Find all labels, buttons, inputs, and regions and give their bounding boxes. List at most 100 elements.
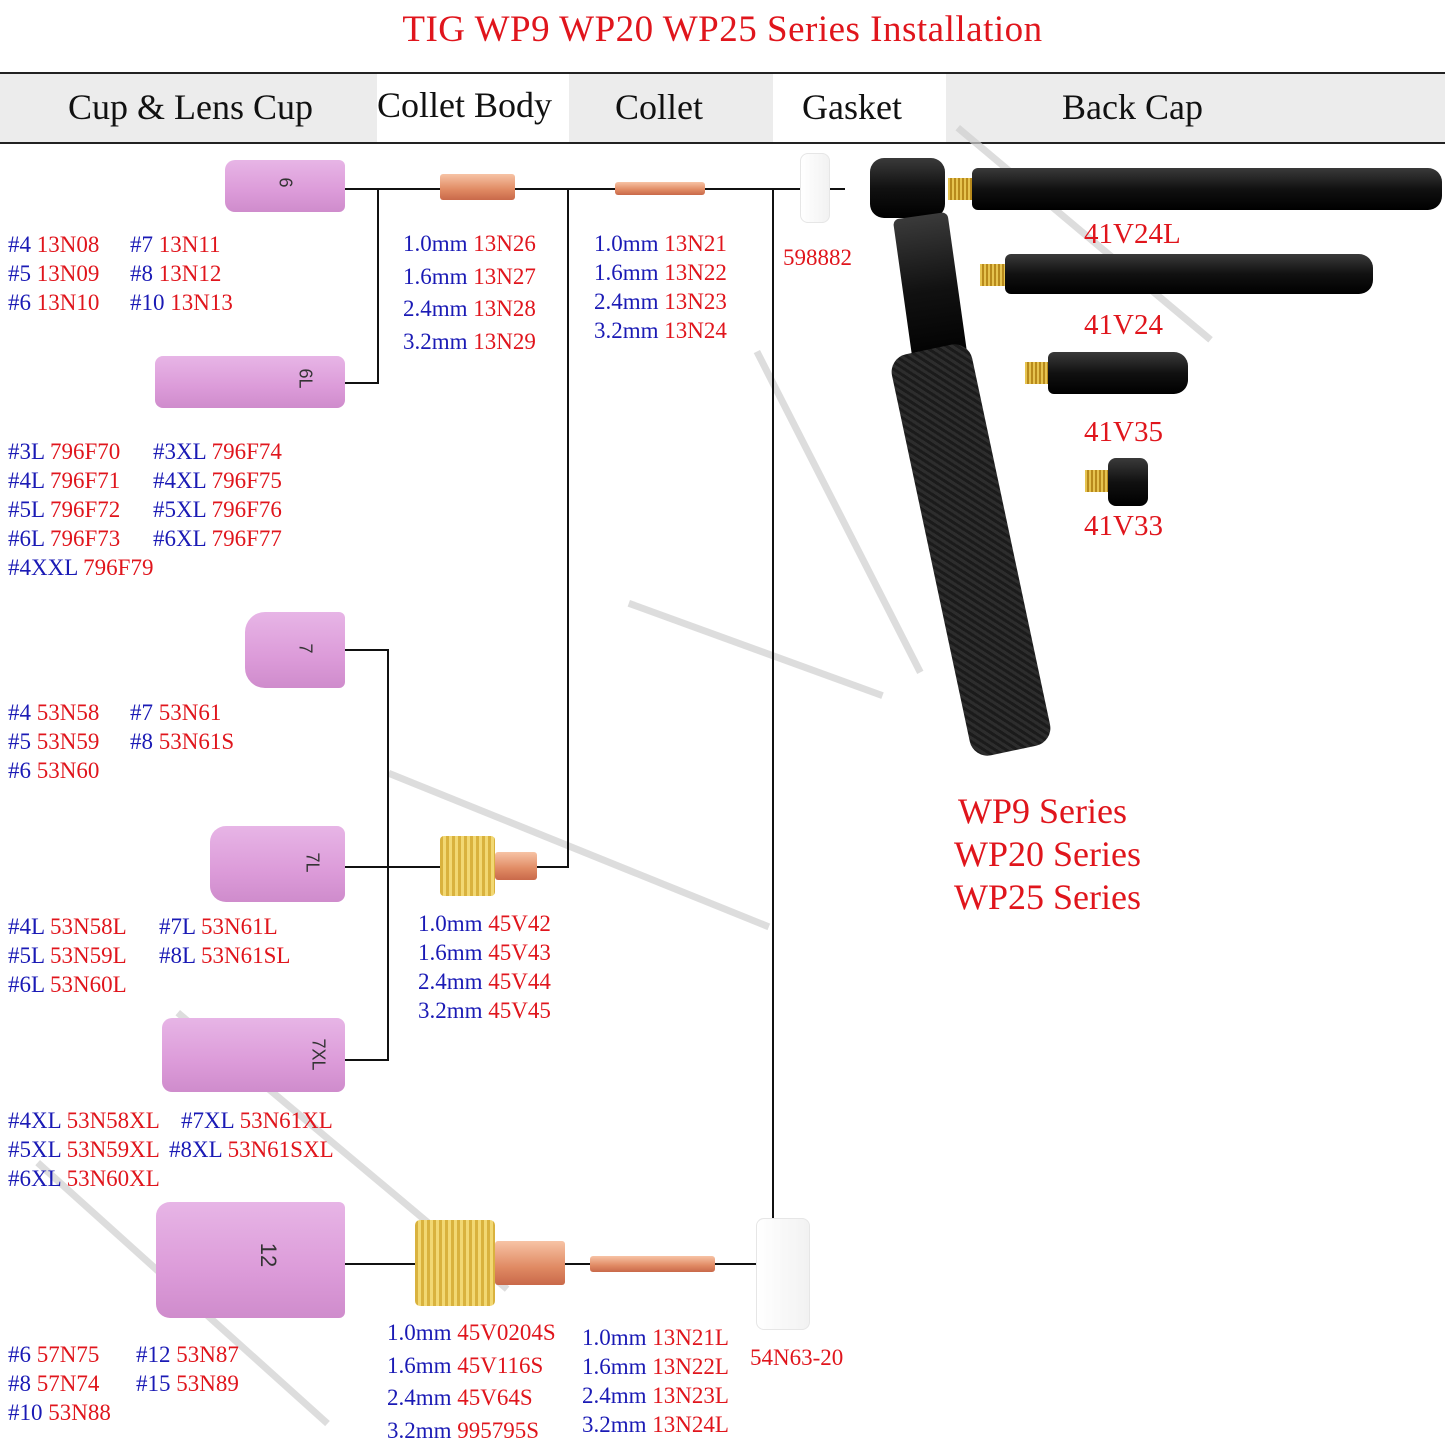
part-number-row: 1.0mm 13N21L [582,1323,729,1352]
size-label: 3.2mm [418,998,483,1023]
part-number: 13N12 [158,261,222,286]
part-number: 53N60 [36,758,100,783]
size-label: 1.6mm [403,263,468,289]
gasket-small-image [800,153,830,223]
header-collet-body: Collet Body [377,85,553,125]
part-number: 796F75 [211,468,282,493]
back-cap-thread [1025,362,1049,384]
size-label: 2.4mm [582,1383,647,1408]
part-number: 53N60L [49,972,127,997]
part-number-row: #12 53N87 [136,1340,239,1369]
gas-lens-image [440,836,495,896]
part-number: 13N09 [36,261,100,286]
part-number-row: #6XL 796F77 [153,524,282,553]
series-label: WP9 Series [958,791,1127,831]
part-number: 796F71 [49,468,121,493]
part-number-row: 3.2mm 13N29 [403,327,536,356]
size-label: #10 [8,1400,43,1425]
size-label: 2.4mm [594,289,659,314]
size-label: 1.6mm [387,1352,452,1378]
part-number-row: #6L 796F73 [8,524,120,553]
header-highlight [377,72,569,144]
part-number: 13N27 [473,263,536,289]
part-number: 53N60XL [66,1166,160,1191]
size-label: #4XXL [8,555,78,580]
part-number-row: 1.6mm 13N27 [403,262,536,291]
part-number: 13N26 [473,231,536,256]
part-number: 53N61SXL [227,1137,334,1162]
part-number-row: #3L 796F70 [8,437,120,466]
part-number-row: 1.6mm 13N22 [594,258,727,287]
collet-body-image [440,174,515,200]
gasket-large-image [756,1218,810,1330]
part-number: 796F73 [49,526,121,551]
part-number-row: 1.0mm 13N21 [594,229,727,258]
size-label: #10 [130,290,165,315]
size-label: #6 [8,1342,31,1367]
part-number: 13N29 [473,328,536,354]
size-label: 1.0mm [594,231,659,256]
part-number: 13N21L [652,1325,729,1350]
part-number-row: 2.4mm 13N28 [403,294,536,323]
size-label: #5L [8,497,45,522]
size-label: 1.0mm [387,1320,452,1345]
part-number-row: #6 53N60 [8,756,99,785]
connector-line [345,1059,388,1061]
part-number-row: 2.4mm 13N23L [582,1381,729,1410]
part-number-row: #10 53N88 [8,1398,111,1427]
header-gasket: Gasket [802,87,902,127]
part-number: 53N58L [49,914,127,939]
cup-7l: 7L [210,826,345,902]
part-number-row: #3XL 796F74 [153,437,282,466]
size-label: #15 [136,1371,171,1396]
part-number-row: #6XL 53N60XL [8,1164,160,1193]
size-label: 1.6mm [594,260,659,285]
part-number: 13N10 [36,290,100,315]
part-number: 53N87 [176,1342,239,1367]
size-label: 3.2mm [387,1417,452,1443]
part-number: 45V64S [457,1385,533,1410]
size-label: #4L [8,468,45,493]
part-number-row: #4 13N08 [8,230,99,259]
part-number: 45V44 [488,969,551,994]
cup-7: 7 [245,612,345,688]
size-label: #4XL [8,1108,61,1133]
cup-12: 12 [156,1202,345,1318]
part-number-row: 2.4mm 45V64S [387,1383,533,1412]
size-label: #5 [8,729,31,754]
size-label: 2.4mm [403,296,468,321]
part-number-row: #5 13N09 [8,259,99,288]
part-number-row: #6 57N75 [8,1340,99,1369]
size-label: #6 [8,758,31,783]
part-number: 13N23 [664,289,727,314]
size-label: 2.4mm [418,969,483,994]
part-number: 53N61L [200,914,278,939]
series-label: WP20 Series [954,834,1141,874]
back-cap-thread [980,264,1006,286]
size-label: 1.0mm [403,231,468,256]
part-number-row: 2.4mm 45V44 [418,967,551,996]
part-number: 13N24L [652,1412,729,1437]
cup-7xl: 7XL [162,1018,345,1092]
part-number-row: #10 13N13 [130,288,233,317]
part-number-row: 3.2mm 45V45 [418,996,551,1025]
part-number: 53N59XL [66,1137,160,1162]
size-label: #7 [130,232,153,257]
part-number-row: #8 57N74 [8,1369,99,1398]
back-cap-thread [1085,470,1109,492]
size-label: 1.0mm [582,1325,647,1350]
size-label: #6XL [8,1166,61,1191]
size-label: #12 [136,1342,171,1367]
part-number-row: 3.2mm 13N24L [582,1410,729,1439]
collet-image [615,182,705,195]
size-label: #5L [8,943,45,968]
header-back-cap: Back Cap [1062,87,1203,127]
part-number-row: #4XL 796F75 [153,466,282,495]
size-label: #5XL [153,497,206,522]
size-label: #6XL [153,526,206,551]
series-label: WP25 Series [954,877,1141,917]
part-number-row: 3.2mm 995795S [387,1416,539,1445]
part-number-row: #4L 796F71 [8,466,120,495]
back-cap-41v24l-image [972,168,1442,210]
part-number-row: 1.0mm 45V0204S [387,1318,556,1347]
